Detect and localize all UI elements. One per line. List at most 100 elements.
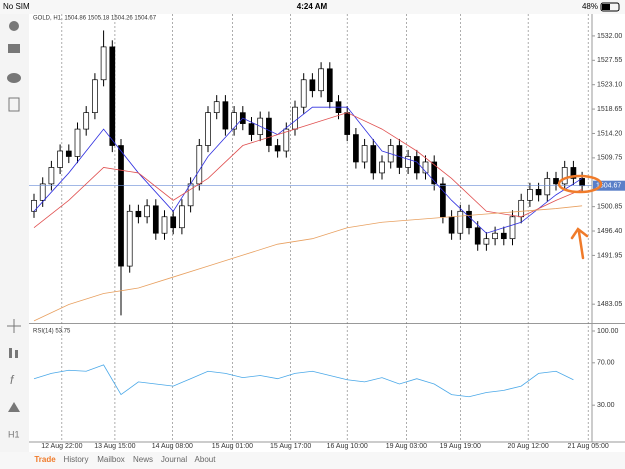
candle-body (222, 101, 229, 130)
indicator-line (33, 364, 574, 398)
candle-body (535, 189, 542, 196)
tab[interactable]: Trade (34, 455, 56, 464)
clock: 4:24 AM (297, 2, 328, 11)
candle-body (274, 145, 281, 152)
candle-body (300, 79, 307, 108)
candle-body (118, 145, 124, 267)
candle-body (292, 106, 298, 130)
chart-layer: GOLD, H1, 1504.86 1505.18 1504.26 1504.6… (29, 14, 625, 450)
x-tick-label: 21 Aug 05:00 (568, 443, 609, 450)
y-tick-label: 30.00 (597, 402, 615, 409)
candle-body (135, 210, 142, 218)
candle-body (353, 134, 359, 163)
toolbar (0, 14, 29, 452)
candle-body (379, 161, 385, 174)
candle-body (100, 46, 107, 81)
x-tick-label: 19 Aug 03:00 (386, 443, 427, 450)
candles-icon[interactable] (9, 348, 12, 358)
tab-bar (0, 452, 625, 469)
y-tick-label: 100.00 (597, 328, 619, 335)
candle-body (527, 189, 533, 201)
candle-body (518, 199, 525, 218)
x-tick-label: 15 Aug 17:00 (270, 443, 311, 450)
candle-body (413, 156, 420, 174)
tab[interactable]: History (64, 455, 89, 464)
candle-body (422, 161, 429, 174)
candle-body (170, 216, 177, 229)
candle-body (196, 145, 203, 185)
x-tick-label: 15 Aug 01:00 (212, 443, 253, 450)
candle-body (466, 210, 472, 229)
chat-icon[interactable] (7, 73, 21, 83)
candle-body (248, 123, 255, 135)
candle-body (48, 167, 55, 185)
candle-body (205, 112, 211, 146)
hand-circle (557, 174, 603, 194)
candle-body (57, 150, 63, 168)
last-price-label: 1504.67 (596, 183, 621, 190)
candle-body (144, 205, 150, 218)
indicator-icon[interactable]: f (10, 373, 15, 387)
toolbar-icons: f H1 (7, 21, 21, 466)
last-price-box (593, 180, 625, 191)
candle-body (570, 167, 577, 179)
candle-body (109, 46, 116, 146)
candle-body (213, 101, 220, 113)
candle-body (509, 216, 516, 240)
candle-body (544, 178, 551, 196)
candle-body (152, 205, 159, 234)
y-tick-label: 1532.00 (597, 33, 622, 40)
candle-body (561, 167, 568, 185)
indicator-line (33, 205, 583, 322)
battery-fill (602, 4, 610, 10)
candles-icon-2[interactable] (15, 350, 18, 358)
candle-body (474, 227, 481, 245)
new-icon[interactable] (8, 97, 20, 112)
candle-body (126, 210, 133, 267)
tab[interactable]: Mailbox (97, 455, 125, 464)
crosshair-icon[interactable] (7, 319, 21, 333)
y-tick-label: 1514.20 (597, 130, 622, 137)
y-tick-label: 1527.55 (597, 57, 622, 64)
x-tick-label: 19 Aug 19:00 (440, 443, 481, 450)
carrier: No SIM (3, 2, 30, 11)
candle-body (431, 161, 438, 185)
candle-body (370, 145, 377, 174)
y-tick-label: 1496.40 (597, 228, 622, 235)
candle-body (318, 68, 324, 92)
candle-body (309, 79, 316, 92)
candle-body (500, 232, 507, 240)
candle-body (361, 145, 368, 163)
battery-level: 48% (582, 2, 598, 11)
candle-body (231, 112, 237, 130)
battery-icon (600, 2, 620, 12)
x-tick-label: 12 Aug 22:00 (41, 443, 82, 450)
x-tick-label: 13 Aug 15:00 (94, 443, 135, 450)
tab[interactable]: News (133, 455, 153, 464)
candle-body (92, 79, 98, 113)
candle-body (161, 216, 168, 234)
candle-body (65, 150, 72, 157)
tab[interactable]: Journal (161, 455, 187, 464)
candle-body (483, 238, 490, 245)
candle-body (405, 156, 411, 168)
candle-body (448, 216, 455, 234)
status-bar (0, 0, 625, 14)
x-tick-label: 16 Aug 10:00 (327, 443, 368, 450)
candle-body (457, 210, 464, 234)
y-tick-label: 1509.75 (597, 155, 622, 162)
hand-arrow (570, 227, 589, 260)
y-tick-label: 1491.95 (597, 252, 622, 259)
objects-icon[interactable] (8, 402, 20, 412)
account-icon[interactable] (9, 21, 19, 31)
candle-body (83, 112, 90, 130)
period-icon[interactable]: H1 (8, 429, 20, 439)
candle-body (492, 232, 498, 240)
trade-icon[interactable] (8, 44, 20, 53)
chart-title: RSI(14) 53.75 (33, 329, 71, 335)
tab[interactable]: About (195, 455, 217, 464)
candle-body (440, 183, 446, 218)
chart-title: GOLD, H1, 1504.86 1505.18 1504.26 1504.6… (33, 16, 157, 22)
